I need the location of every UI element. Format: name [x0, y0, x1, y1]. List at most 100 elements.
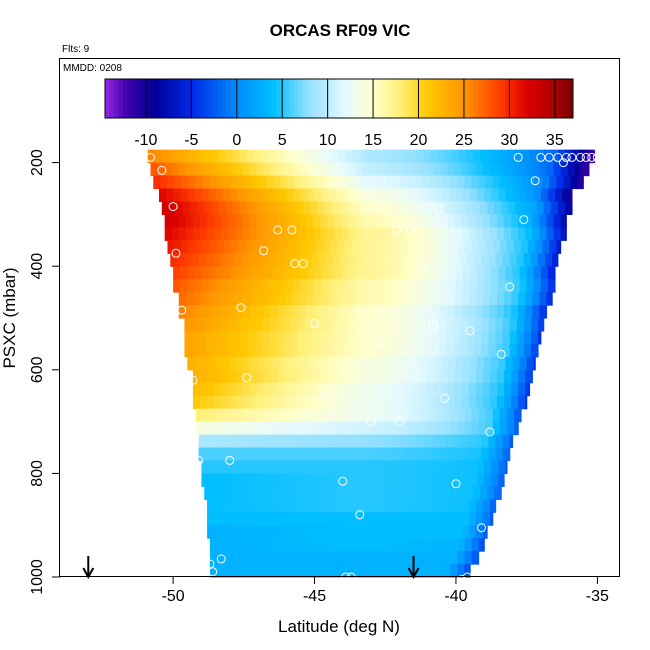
heatmap-cell	[221, 499, 229, 513]
heatmap-cell	[440, 227, 449, 241]
heatmap-cell	[463, 473, 471, 487]
heatmap-cell	[556, 175, 565, 190]
heatmap-cell	[279, 279, 287, 293]
heatmap-cell	[209, 240, 218, 254]
heatmap-cell	[390, 525, 399, 539]
heatmap-cell	[447, 369, 456, 384]
heatmap-cell	[389, 434, 398, 449]
heatmap-cell	[390, 214, 399, 228]
colorbar-segment	[402, 79, 407, 118]
heatmap-cell	[221, 162, 229, 177]
heatmap-cell	[395, 201, 403, 215]
heatmap-cell	[323, 551, 331, 565]
heatmap-cell	[242, 525, 251, 539]
heatmap-cell	[293, 473, 301, 487]
heatmap-cell	[389, 318, 398, 332]
heatmap-cell	[436, 538, 444, 552]
heatmap-cell	[257, 279, 266, 293]
heatmap-cell	[306, 214, 314, 228]
heatmap-cell	[164, 227, 173, 241]
heatmap-cell	[280, 175, 289, 190]
heatmap-cell	[245, 421, 253, 436]
heatmap-cell	[291, 162, 300, 177]
heatmap-cell	[361, 434, 369, 449]
heatmap-cell	[419, 162, 427, 177]
sample-point	[366, 417, 376, 427]
sample-point	[513, 152, 523, 162]
heatmap-cell	[433, 382, 441, 397]
heatmap-cell	[392, 279, 400, 293]
heatmap-cell	[330, 538, 338, 552]
heatmap-cell	[539, 162, 548, 177]
heatmap-cell	[407, 421, 416, 436]
heatmap-cell	[371, 356, 379, 371]
heatmap-cell	[306, 512, 314, 526]
heatmap-cell	[334, 512, 343, 526]
heatmap-cell	[515, 201, 524, 215]
heatmap-cell	[279, 266, 287, 280]
heatmap-cell	[263, 382, 272, 397]
colorbar-segment	[388, 79, 394, 118]
heatmap-cell	[419, 214, 427, 228]
sample-point	[375, 339, 385, 349]
heatmap-cell	[221, 395, 229, 410]
sample-point	[581, 152, 591, 162]
heatmap-cell	[525, 395, 528, 410]
heatmap-cell	[539, 292, 548, 306]
heatmap-cell	[390, 369, 399, 384]
colorbar-segment	[519, 79, 524, 118]
heatmap-cell	[284, 292, 293, 306]
heatmap-cell	[419, 369, 427, 384]
heatmap-cell	[248, 330, 256, 345]
x-axis-label: Latitude (deg N)	[278, 617, 400, 636]
heatmap-cell	[184, 318, 193, 332]
heatmap-cell	[298, 512, 307, 526]
heatmap-cell	[301, 538, 310, 552]
heatmap-cell	[209, 538, 218, 552]
heatmap-cell	[188, 240, 197, 254]
heatmap-cell	[255, 253, 263, 267]
heatmap-cell	[436, 408, 444, 423]
heatmap-cell	[209, 175, 218, 190]
heatmap-cell	[301, 240, 310, 254]
heatmap-cell	[330, 240, 338, 254]
heatmap-cell	[397, 525, 406, 539]
heatmap-cell	[455, 279, 464, 293]
heatmap-cell	[256, 525, 265, 539]
heatmap-cell	[269, 447, 277, 462]
heatmap-cell	[488, 343, 497, 358]
heatmap-cell	[525, 214, 533, 228]
heatmap-cell	[335, 460, 344, 474]
colorbar-segment	[186, 79, 191, 118]
heatmap-cell	[277, 369, 286, 384]
heatmap-cell	[518, 162, 526, 177]
heatmap-cell	[375, 447, 384, 462]
heatmap-cell	[372, 175, 381, 190]
sample-point	[575, 152, 585, 162]
heatmap-cell	[420, 188, 429, 203]
heatmap-cell	[502, 330, 511, 345]
heatmap-cell	[454, 512, 463, 526]
heatmap-cell	[518, 305, 526, 319]
heatmap-cell	[513, 408, 522, 423]
heatmap-cell	[192, 395, 201, 410]
heatmap-cell	[332, 330, 341, 345]
heatmap-cell	[241, 318, 249, 332]
heatmap-cell	[405, 227, 413, 241]
x-tick-label: -35	[586, 588, 609, 605]
heatmap-cell	[450, 175, 458, 190]
heatmap-cell	[332, 318, 341, 332]
heatmap-cell	[448, 188, 457, 203]
heatmap-cell	[198, 447, 207, 462]
colorbar-segment	[109, 79, 115, 118]
heatmap-cell	[400, 175, 409, 190]
heatmap-cell	[386, 240, 395, 254]
heatmap-cell	[218, 486, 227, 500]
heatmap-cell	[505, 188, 514, 203]
heatmap-cell	[382, 434, 391, 449]
heatmap-cell	[468, 214, 477, 228]
heatmap-cell	[457, 538, 466, 552]
heatmap-cell	[560, 214, 567, 228]
heatmap-cell	[313, 227, 321, 241]
heatmap-cell	[496, 395, 505, 410]
